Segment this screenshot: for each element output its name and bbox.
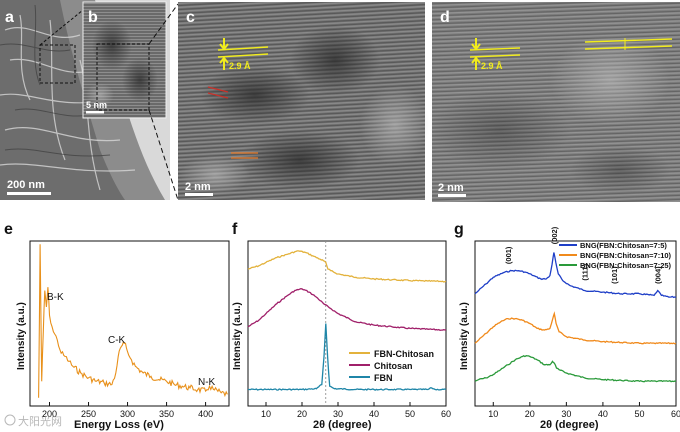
panel-f-axes-frame bbox=[247, 240, 447, 407]
x-tick-label: 200 bbox=[42, 409, 57, 419]
x-tick-label: 50 bbox=[405, 409, 415, 419]
panel-d-scale-bar bbox=[438, 194, 466, 197]
x-tick-label: 60 bbox=[671, 409, 680, 419]
peak-label: (001) bbox=[504, 246, 513, 264]
panel-c-image: c 2.9 Å 2 nm bbox=[178, 2, 430, 200]
panel-d-image: d 2.9 Å 2 nm bbox=[430, 2, 680, 202]
peak-label: (101) bbox=[610, 266, 619, 284]
x-tick-label: 40 bbox=[369, 409, 379, 419]
panel-g-bng-7-25-line bbox=[474, 355, 677, 383]
x-tick-label: 10 bbox=[488, 409, 498, 419]
panel-d-label: d bbox=[440, 9, 450, 26]
panel-g-legend-bng-7-10: BNG(FBN:Chitosan=7:10) bbox=[580, 251, 672, 260]
panel-b-label: b bbox=[88, 9, 98, 26]
panel-b-image: b 5 nm bbox=[82, 1, 167, 119]
panel-d-scale-label: 2 nm bbox=[438, 182, 464, 194]
panel-c-red-fringe-marker bbox=[207, 86, 229, 93]
panel-a-scale-label: 200 nm bbox=[7, 179, 45, 191]
panel-g-chart: g 10 20 30 40 50 60 (001) (002) (111) (101) (004)… bbox=[454, 221, 680, 431]
panel-g-label: g bbox=[454, 221, 464, 238]
panel-b-selection-box bbox=[96, 43, 150, 111]
panel-c-spacing-label: 2.9 Å bbox=[229, 61, 251, 71]
panel-a-scale-bar bbox=[7, 192, 51, 195]
x-tick-label: 50 bbox=[634, 409, 644, 419]
x-tick-label: 300 bbox=[120, 409, 135, 419]
x-tick-label: 350 bbox=[159, 409, 174, 419]
panel-g-x-axis-title: 2θ (degree) bbox=[540, 419, 599, 431]
x-tick-label: 400 bbox=[198, 409, 213, 419]
panel-f-x-axis-title: 2θ (degree) bbox=[313, 419, 372, 431]
panel-e-label: e bbox=[4, 221, 13, 238]
panel-f-chitosan-line bbox=[247, 288, 447, 331]
panel-f-y-axis-title: Intensity (a.u.) bbox=[232, 302, 243, 370]
panel-e-annotation-n-k: N-K bbox=[198, 377, 216, 388]
peak-label: (111) bbox=[581, 263, 590, 280]
x-tick-label: 30 bbox=[333, 409, 343, 419]
panel-g-peak-labels: (001) (002) (111) (101) (004) bbox=[504, 226, 663, 284]
panel-g-bng-7-5-line bbox=[474, 252, 677, 299]
panel-c-scale-bar bbox=[185, 193, 213, 196]
panel-e-x-ticks: 200 250 300 350 400 bbox=[42, 402, 213, 419]
panel-g-axes-frame bbox=[474, 240, 677, 407]
panel-c-label: c bbox=[186, 9, 195, 26]
panel-e-eels-line bbox=[38, 244, 228, 398]
panel-f-legend-fbn: FBN bbox=[374, 373, 393, 383]
panel-e-annotation-c-k: C-K bbox=[108, 335, 126, 346]
panel-f-fbn-line bbox=[248, 323, 447, 391]
x-tick-label: 20 bbox=[525, 409, 535, 419]
panel-g-legend-bng-7-5: BNG(FBN:Chitosan=7:5) bbox=[580, 241, 667, 250]
panel-f-fbn-chitosan-line bbox=[247, 250, 447, 283]
panel-e-axes-frame bbox=[29, 240, 230, 407]
x-tick-label: 20 bbox=[297, 409, 307, 419]
panel-f-label: f bbox=[232, 221, 238, 238]
panel-g-legend-bng-7-25: BNG(FBN:Chitosan=7:25) bbox=[580, 261, 672, 270]
panel-c-scale-label: 2 nm bbox=[185, 181, 211, 193]
panel-g-x-ticks: 10 20 30 40 50 60 bbox=[488, 402, 680, 419]
panel-d-lattice-annotation: 2.9 Å bbox=[469, 38, 673, 71]
panel-g-y-axis-title: Intensity (a.u.) bbox=[459, 302, 470, 370]
panel-e-chart: e 200 250 300 350 400 B-K C-K N-K Energy Los… bbox=[4, 221, 230, 431]
panel-a-selection-box bbox=[39, 44, 76, 84]
peak-label: (004) bbox=[654, 266, 663, 284]
panel-c-lattice-annotation: 2.9 Å bbox=[217, 38, 269, 71]
x-tick-label: 40 bbox=[598, 409, 608, 419]
x-tick-label: 60 bbox=[441, 409, 451, 419]
panel-f-x-ticks: 10 20 30 40 50 60 bbox=[261, 402, 451, 419]
panel-f-chart: f 10 20 30 40 50 60 FBN-Chitosan Chitosan FBN… bbox=[232, 221, 451, 431]
panel-d-spacing-label: 2.9 Å bbox=[481, 61, 503, 71]
panel-f-legend: FBN-Chitosan Chitosan FBN bbox=[349, 349, 434, 383]
x-tick-label: 10 bbox=[261, 409, 271, 419]
watermark: 大阳光网 bbox=[4, 414, 62, 428]
panel-f-legend-fbn-chitosan: FBN-Chitosan bbox=[374, 349, 434, 359]
panel-a-label: a bbox=[5, 9, 14, 26]
panel-f-legend-chitosan: Chitosan bbox=[374, 361, 413, 371]
panel-e-x-axis-title: Energy Loss (eV) bbox=[74, 419, 164, 431]
panel-b-scale-label: 5 nm bbox=[86, 100, 107, 110]
watermark-text: 大阳光网 bbox=[18, 414, 62, 428]
panel-e-annotation-b-k: B-K bbox=[47, 292, 64, 303]
x-tick-label: 250 bbox=[81, 409, 96, 419]
peak-label: (002) bbox=[550, 226, 559, 244]
x-tick-label: 30 bbox=[561, 409, 571, 419]
panel-g-bng-7-10-line bbox=[474, 311, 677, 345]
panel-g-legend: BNG(FBN:Chitosan=7:5) BNG(FBN:Chitosan=7… bbox=[559, 241, 672, 270]
panel-e-y-axis-title: Intensity (a.u.) bbox=[16, 302, 27, 370]
panel-b-scale-bar bbox=[86, 111, 104, 114]
